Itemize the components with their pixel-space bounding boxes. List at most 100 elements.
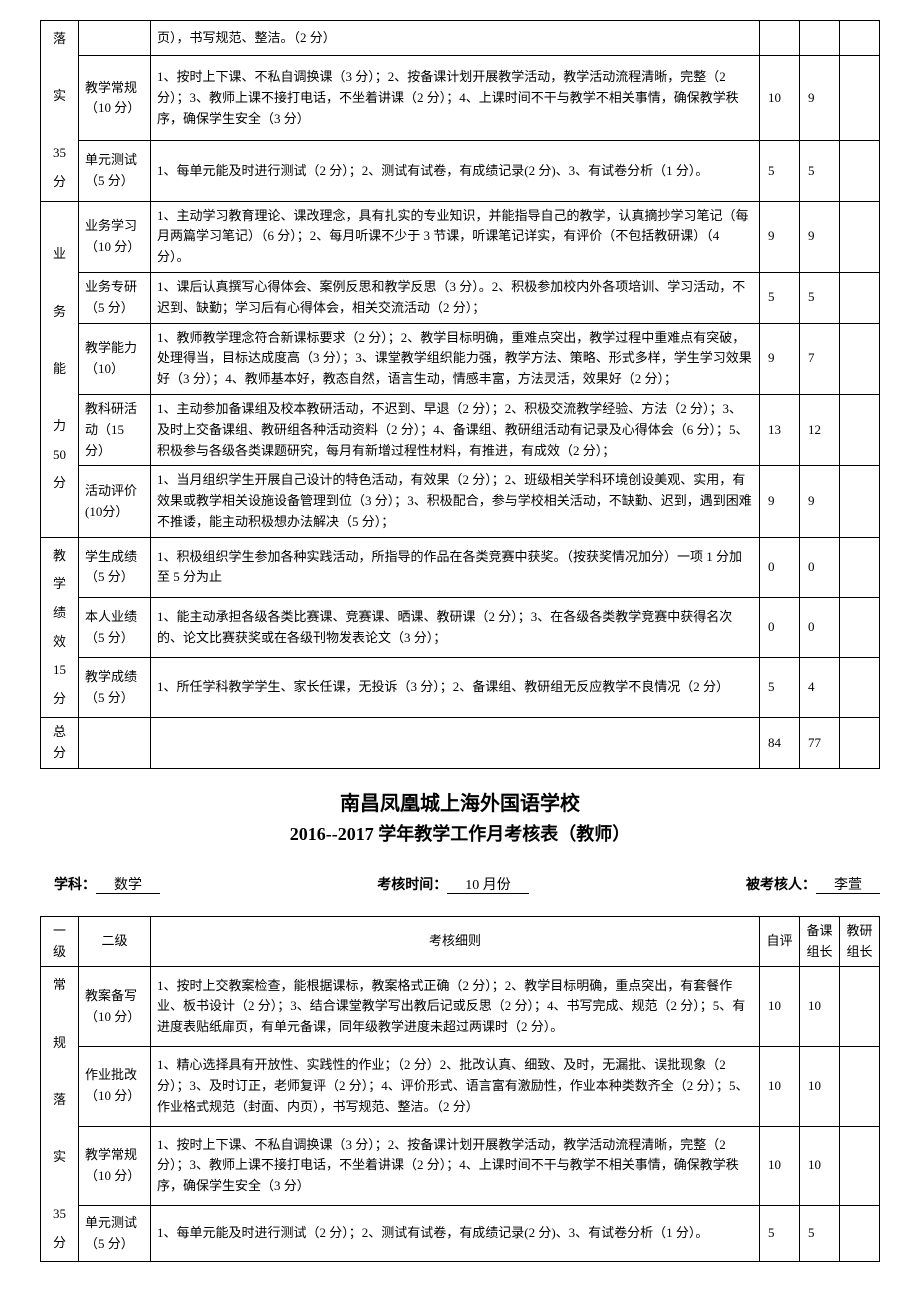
- prep-score: 10: [800, 1046, 840, 1126]
- prep-score: 5: [800, 1206, 840, 1262]
- prep-score: 0: [800, 537, 840, 597]
- table-row: 单元测试（5 分） 1、每单元能及时进行测试（2 分）；2、测试有试卷，有成绩记…: [41, 141, 880, 201]
- subitem-cell: 教学常规（10 分）: [79, 1126, 151, 1206]
- table-row: 教学常规（10 分） 1、按时上下课、不私自调换课（3 分）；2、按备课计划开展…: [41, 1126, 880, 1206]
- self-score: 5: [760, 141, 800, 201]
- detail-cell: 1、课后认真撰写心得体会、案例反思和教学反思（3 分）。2、积极参加校内外各项培…: [151, 272, 760, 323]
- res-score: [840, 394, 880, 465]
- table-row: 活动评价(10分） 1、当月组织学生开展自己设计的特色活动，有效果（2 分）；2…: [41, 466, 880, 537]
- res-score: [840, 1046, 880, 1126]
- subitem-cell: 业务专研（5 分）: [79, 272, 151, 323]
- col-header-criteria: 考核细则: [151, 916, 760, 967]
- prep-score: 7: [800, 323, 840, 394]
- prep-score: 12: [800, 394, 840, 465]
- self-score: 0: [760, 537, 800, 597]
- table-row: 教学成绩（5 分） 1、所任学科教学学生、家长任课，无投诉（3 分）；2、备课组…: [41, 658, 880, 718]
- table-row: 业务专研（5 分） 1、课后认真撰写心得体会、案例反思和教学反思（3 分）。2、…: [41, 272, 880, 323]
- detail-cell: 1、积极组织学生参加各种实践活动，所指导的作品在各类竞赛中获奖。（按获奖情况加分…: [151, 537, 760, 597]
- prep-score: [800, 21, 840, 56]
- table-row: 教科研活动（15 分） 1、主动参加备课组及校本教研活动，不迟到、早退（2 分）…: [41, 394, 880, 465]
- table-row: 教学常规（10 分） 1、按时上下课、不私自调换课（3 分）；2、按备课计划开展…: [41, 56, 880, 141]
- total-self: 84: [760, 718, 800, 769]
- subject-value: 数学: [96, 878, 160, 894]
- self-score: 10: [760, 967, 800, 1047]
- category-cell: 落 实 35 分: [41, 21, 79, 202]
- meta-row: 学科：数学 考核时间：10 月份 被考核人：李萱: [40, 858, 880, 910]
- res-score: [840, 1126, 880, 1206]
- assessment-table-bottom: 一级 二级 考核细则 自评 备课组长 教研组长 常 规 落 实 35 分 教案备…: [40, 916, 880, 1263]
- subitem-cell: 单元测试（5 分）: [79, 141, 151, 201]
- prep-score: 5: [800, 141, 840, 201]
- prep-score: 10: [800, 1126, 840, 1206]
- detail-cell: 1、当月组织学生开展自己设计的特色活动，有效果（2 分）；2、班级相关学科环境创…: [151, 466, 760, 537]
- detail-cell: 1、精心选择具有开放性、实践性的作业；（2 分）2、批改认真、细致、及时，无漏批…: [151, 1046, 760, 1126]
- prep-score: 9: [800, 466, 840, 537]
- col-header-level2: 二级: [79, 916, 151, 967]
- assessment-table-top: 落 实 35 分 页），书写规范、整洁。（2 分） 教学常规（10 分） 1、按…: [40, 20, 880, 769]
- subitem-cell: 业务学习（10 分）: [79, 201, 151, 272]
- empty-cell: [79, 718, 151, 769]
- detail-cell: 1、主动参加备课组及校本教研活动，不迟到、早退（2 分）；2、积极交流教学经验、…: [151, 394, 760, 465]
- self-score: 10: [760, 1126, 800, 1206]
- table-row: 教学能力（10） 1、教师教学理念符合新课标要求（2 分）；2、教学目标明确，重…: [41, 323, 880, 394]
- res-score: [840, 967, 880, 1047]
- table-row: 常 规 落 实 35 分 教案备写（10 分） 1、按时上交教案检查，能根据课标…: [41, 967, 880, 1047]
- empty-cell: [151, 718, 760, 769]
- table-row: 单元测试（5 分） 1、每单元能及时进行测试（2 分）；2、测试有试卷，有成绩记…: [41, 1206, 880, 1262]
- detail-cell: 1、按时上交教案检查，能根据课标，教案格式正确（2 分）；2、教学目标明确，重点…: [151, 967, 760, 1047]
- table-row: 教 学 绩 效 15 分 学生成绩（5 分） 1、积极组织学生参加各种实践活动，…: [41, 537, 880, 597]
- self-score: 9: [760, 466, 800, 537]
- subitem-cell: 作业批改（10 分）: [79, 1046, 151, 1126]
- person-label: 被考核人：: [746, 878, 816, 893]
- category-cell: 业 务 能 力 50 分: [41, 201, 79, 537]
- school-title: 南昌凤凰城上海外国语学校: [40, 787, 880, 816]
- table-header-row: 一级 二级 考核细则 自评 备课组长 教研组长: [41, 916, 880, 967]
- prep-score: 10: [800, 967, 840, 1047]
- self-score: 13: [760, 394, 800, 465]
- prep-score: 5: [800, 272, 840, 323]
- table-row: 本人业绩（5 分） 1、能主动承担各级各类比赛课、竞赛课、晒课、教研课（2 分）…: [41, 597, 880, 657]
- res-score: [840, 323, 880, 394]
- subitem-cell: [79, 21, 151, 56]
- subitem-cell: 教学能力（10）: [79, 323, 151, 394]
- category-cell: 常 规 落 实 35 分: [41, 967, 79, 1262]
- prep-score: 0: [800, 597, 840, 657]
- self-score: 0: [760, 597, 800, 657]
- self-score: 5: [760, 658, 800, 718]
- detail-cell: 页），书写规范、整洁。（2 分）: [151, 21, 760, 56]
- col-header-res: 教研组长: [840, 916, 880, 967]
- res-score: [840, 21, 880, 56]
- self-score: 9: [760, 201, 800, 272]
- prep-score: 9: [800, 201, 840, 272]
- total-row: 总分 84 77: [41, 718, 880, 769]
- detail-cell: 1、能主动承担各级各类比赛课、竞赛课、晒课、教研课（2 分）；3、在各级各类教学…: [151, 597, 760, 657]
- res-score: [840, 272, 880, 323]
- subitem-cell: 教案备写（10 分）: [79, 967, 151, 1047]
- res-score: [840, 466, 880, 537]
- self-score: 5: [760, 1206, 800, 1262]
- subitem-cell: 教学常规（10 分）: [79, 56, 151, 141]
- subitem-cell: 教学成绩（5 分）: [79, 658, 151, 718]
- col-header-prep: 备课组长: [800, 916, 840, 967]
- subject-label: 学科：: [54, 878, 96, 893]
- prep-score: 4: [800, 658, 840, 718]
- detail-cell: 1、每单元能及时进行测试（2 分）；2、测试有试卷，有成绩记录(2 分)、3、有…: [151, 1206, 760, 1262]
- person-value: 李萱: [816, 878, 880, 894]
- res-score: [840, 56, 880, 141]
- res-score: [840, 658, 880, 718]
- subitem-cell: 学生成绩（5 分）: [79, 537, 151, 597]
- self-score: 10: [760, 56, 800, 141]
- total-label: 总分: [41, 718, 79, 769]
- self-score: 10: [760, 1046, 800, 1126]
- res-score: [840, 201, 880, 272]
- total-prep: 77: [800, 718, 840, 769]
- self-score: [760, 21, 800, 56]
- table-row: 作业批改（10 分） 1、精心选择具有开放性、实践性的作业；（2 分）2、批改认…: [41, 1046, 880, 1126]
- total-res: [840, 718, 880, 769]
- detail-cell: 1、所任学科教学学生、家长任课，无投诉（3 分）；2、备课组、教研组无反应教学不…: [151, 658, 760, 718]
- subitem-cell: 活动评价(10分）: [79, 466, 151, 537]
- res-score: [840, 1206, 880, 1262]
- subitem-cell: 本人业绩（5 分）: [79, 597, 151, 657]
- detail-cell: 1、按时上下课、不私自调换课（3 分）；2、按备课计划开展教学活动，教学活动流程…: [151, 1126, 760, 1206]
- self-score: 5: [760, 272, 800, 323]
